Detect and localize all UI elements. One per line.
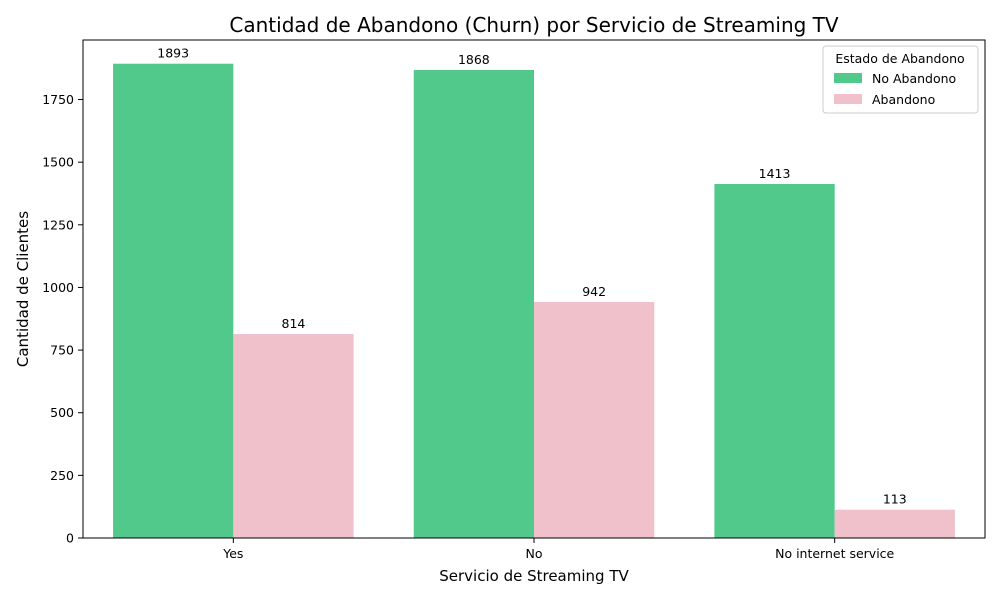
bar-label-abandono-no-internet-service: 113 [883, 492, 907, 507]
x-axis: Yes No No internet service [222, 538, 895, 561]
bar-label-no-abandono-no: 1868 [458, 52, 490, 67]
x-tick-label-no: No [526, 546, 543, 561]
legend-entry-abandono: Abandono [872, 92, 935, 107]
bar-labels-layer: 1893 814 1868 942 1413 113 [157, 46, 906, 507]
legend-swatch-abandono [834, 94, 862, 104]
bar-label-abandono-no: 942 [582, 284, 606, 299]
x-tick-label-yes: Yes [222, 546, 243, 561]
y-tick-label-1750: 1750 [42, 92, 74, 107]
y-tick-label-1250: 1250 [42, 217, 74, 232]
bar-abandono-no [534, 301, 655, 538]
x-tick-label-no-internet-service: No internet service [775, 546, 894, 561]
bar-label-no-abandono-yes: 1893 [157, 46, 189, 61]
y-tick-label-1500: 1500 [42, 155, 74, 170]
bars-layer [113, 63, 955, 538]
legend-swatch-no-abandono [834, 73, 862, 83]
legend: Estado de Abandono No Abandono Abandono [822, 45, 979, 114]
y-axis: 0 250 500 750 1000 1250 1500 1750 [42, 92, 83, 546]
y-tick-label-250: 250 [50, 468, 74, 483]
legend-title: Estado de Abandono [835, 51, 964, 66]
y-tick-label-500: 500 [50, 405, 74, 420]
y-axis-label: Cantidad de Clientes [14, 211, 32, 367]
x-axis-label: Servicio de Streaming TV [439, 567, 629, 585]
bar-no-abandono-yes [113, 63, 234, 538]
y-tick-label-750: 750 [50, 343, 74, 358]
bar-abandono-yes [233, 334, 354, 538]
y-tick-label-0: 0 [66, 531, 74, 546]
chart-title: Cantidad de Abandono (Churn) por Servici… [229, 13, 838, 37]
legend-entry-no-abandono: No Abandono [872, 71, 956, 86]
bar-abandono-no-internet-service [834, 509, 955, 538]
bar-no-abandono-no-internet-service [714, 183, 835, 538]
bar-label-abandono-yes: 814 [282, 316, 306, 331]
bar-label-no-abandono-no-internet-service: 1413 [759, 166, 791, 181]
plot-frame [82, 39, 986, 539]
y-tick-label-1000: 1000 [42, 280, 74, 295]
bar-no-abandono-no [413, 69, 534, 538]
